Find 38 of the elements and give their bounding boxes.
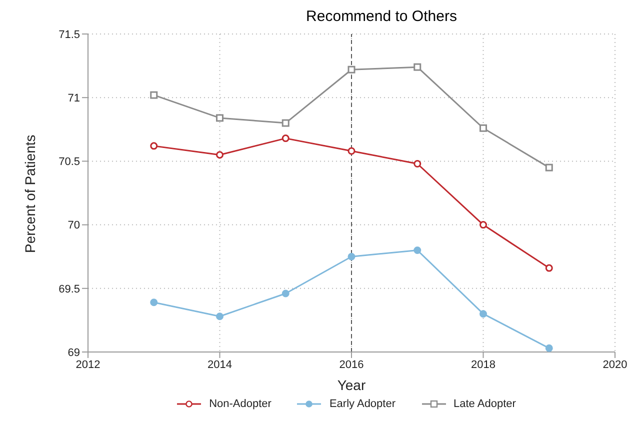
point bbox=[414, 63, 422, 71]
y-tick-label: 71 bbox=[68, 92, 80, 105]
x-tick-label: 2018 bbox=[471, 358, 496, 371]
point bbox=[348, 147, 356, 155]
y-tick-label: 71.5 bbox=[58, 28, 80, 41]
point bbox=[282, 119, 290, 127]
point bbox=[545, 264, 553, 272]
y-tick-label: 70.5 bbox=[58, 156, 80, 168]
point bbox=[282, 134, 290, 142]
y-tick-label: 69.5 bbox=[58, 283, 80, 296]
point bbox=[150, 298, 158, 306]
point bbox=[480, 310, 487, 318]
y-tick-label: 70 bbox=[68, 220, 80, 232]
point bbox=[480, 221, 487, 229]
point bbox=[150, 91, 158, 99]
point bbox=[348, 252, 356, 260]
point bbox=[282, 290, 290, 298]
point bbox=[545, 164, 553, 172]
point bbox=[150, 142, 158, 150]
point bbox=[545, 344, 553, 352]
point bbox=[216, 312, 224, 320]
point bbox=[348, 66, 356, 74]
point bbox=[414, 160, 422, 168]
x-axis-title: Year bbox=[337, 377, 366, 393]
point bbox=[480, 124, 487, 132]
point bbox=[216, 114, 224, 122]
legend-label: Non-Adopter bbox=[209, 398, 272, 410]
y-axis-title: Percent of Patients bbox=[22, 134, 38, 253]
x-tick-label: 2012 bbox=[76, 358, 100, 371]
legend-label: Late Adopter bbox=[454, 398, 516, 410]
x-tick-label: 2014 bbox=[208, 358, 232, 371]
legend-label: Early Adopter bbox=[329, 398, 396, 410]
x-tick-label: 2020 bbox=[602, 358, 628, 371]
y-tick-label: 69 bbox=[68, 346, 80, 359]
x-tick-label: 2016 bbox=[339, 358, 364, 371]
point bbox=[414, 246, 422, 254]
chart-title: Recommend to Others bbox=[305, 8, 458, 27]
point bbox=[216, 151, 224, 159]
